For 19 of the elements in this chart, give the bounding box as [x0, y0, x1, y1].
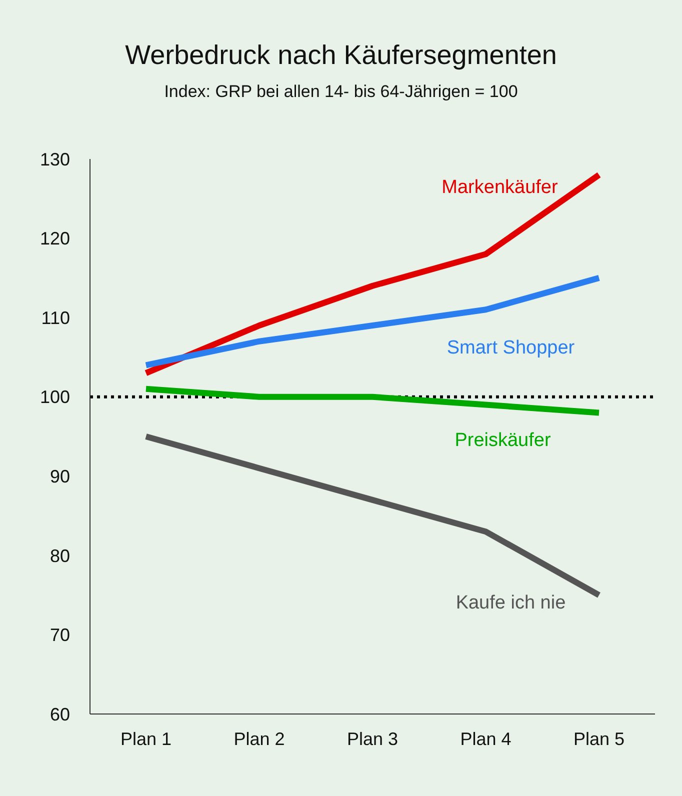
series-label: Preiskäufer [454, 430, 552, 451]
y-tick-label: 120 [40, 228, 70, 249]
y-tick-label: 110 [41, 308, 70, 328]
y-tick-label: 90 [50, 466, 70, 487]
y-tick-label: 80 [50, 546, 70, 566]
chart-title: Werbedruck nach Käufersegmenten [124, 40, 558, 71]
chart-subtitle: Index: GRP bei allen 14- bis 64-Jährigen = 100 [163, 82, 519, 102]
series-label: Kaufe ich nie [456, 592, 566, 614]
y-tick-label: 60 [50, 704, 70, 724]
series-label: Markenkäufer [442, 177, 558, 198]
y-tick-label: 100 [40, 387, 70, 408]
y-tick-label: 70 [50, 625, 70, 646]
x-tick-label: Plan 4 [460, 728, 512, 749]
x-tick-label: Plan 5 [573, 728, 625, 749]
x-tick-label: Plan 2 [234, 728, 285, 749]
y-tick-label: 130 [40, 149, 70, 170]
x-tick-label: Plan 3 [346, 728, 398, 749]
series-label: Smart Shopper [446, 338, 576, 359]
x-tick-label: Plan 1 [120, 728, 172, 749]
